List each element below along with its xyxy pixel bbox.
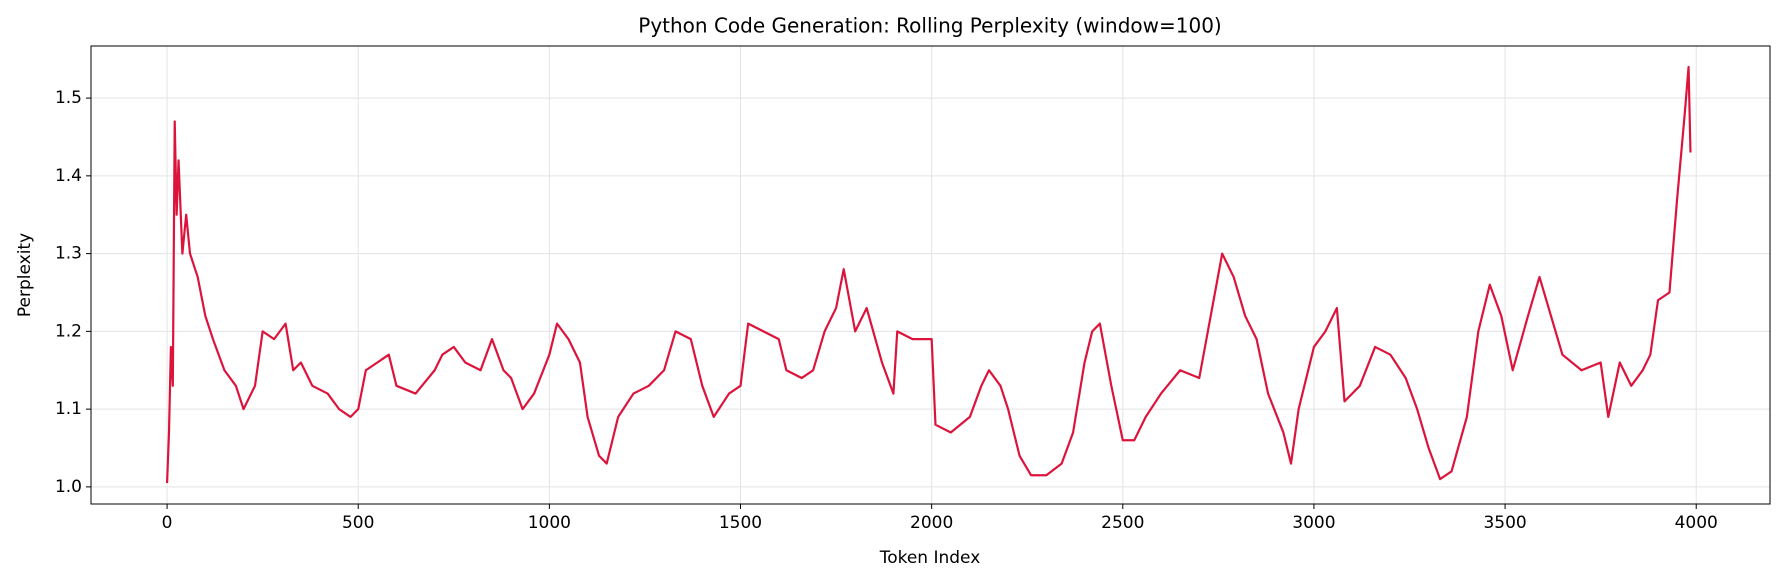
- plot-frame: [90, 45, 1771, 505]
- x-axis-label: Token Index: [879, 548, 981, 568]
- x-tick-label: 1000: [528, 513, 571, 533]
- x-tick-label: 2500: [1101, 513, 1144, 533]
- line: [165, 65, 1692, 484]
- x-tick-label: 2000: [910, 513, 953, 533]
- x-tick-label: 3000: [1292, 513, 1335, 533]
- x-tick-label: 500: [342, 513, 374, 533]
- y-tick-label: 1.4: [55, 166, 82, 186]
- y-axis-label: Perplexity: [15, 233, 35, 317]
- chart-title: Python Code Generation: Rolling Perplexi…: [638, 14, 1221, 38]
- y-tick-label: 1.3: [55, 244, 82, 264]
- y-tick-label: 1.2: [55, 321, 82, 341]
- y-tick-label: 1.1: [55, 399, 82, 419]
- y-tick-label: 1.0: [55, 477, 82, 497]
- x-tick-label: 4000: [1675, 513, 1718, 533]
- x-tick-label: 3500: [1483, 513, 1526, 533]
- x-tick-label: 1500: [719, 513, 762, 533]
- y-tick-label: 1.5: [55, 88, 82, 108]
- x-tick-label: 0: [162, 513, 173, 533]
